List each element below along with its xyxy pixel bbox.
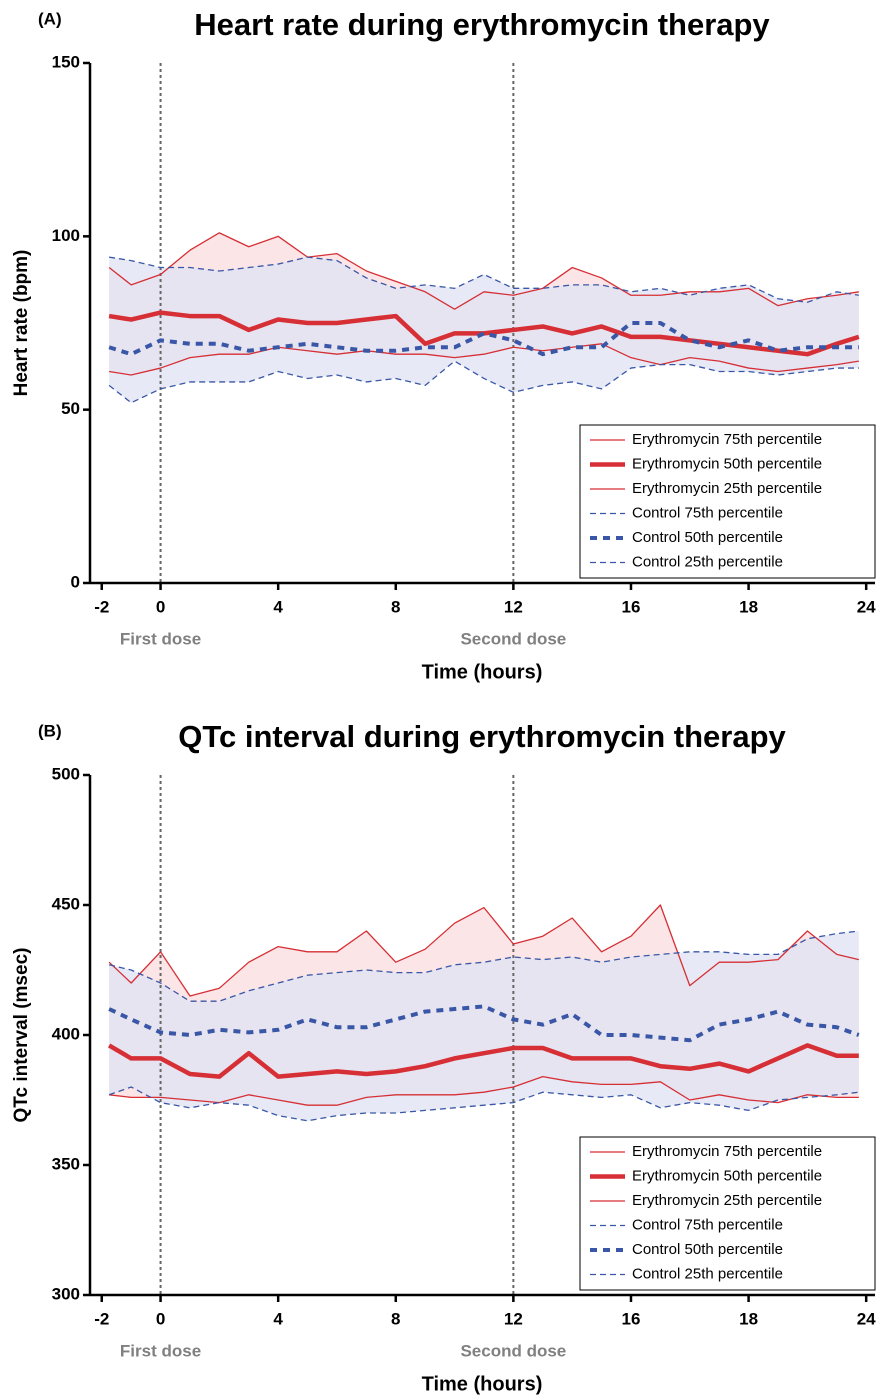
series-line (108, 232, 859, 310)
legend-label: Control 75th percentile (632, 1216, 783, 1233)
x-tick-label: 16 (622, 597, 641, 616)
legend-label: Control 50th percentile (632, 529, 783, 546)
y-tick-label: 150 (52, 52, 80, 71)
panel-label: (A) (38, 9, 62, 28)
legend-box (579, 424, 876, 579)
x-tick-label: 0 (156, 597, 165, 616)
dose-label: Second dose (460, 1341, 566, 1360)
y-tick-label: 300 (52, 1284, 80, 1303)
series-line (108, 360, 859, 404)
legend-label: Control 75th percentile (632, 504, 783, 521)
x-tick-label: 8 (391, 597, 400, 616)
legend-label: Control 25th percentile (632, 553, 783, 570)
series-line (108, 310, 860, 357)
panel-label: (B) (38, 721, 62, 740)
x-tick-label: 24 (857, 1309, 876, 1328)
series-line (108, 1004, 860, 1043)
x-tick-label: 4 (273, 597, 283, 616)
y-tick-label: 400 (52, 1024, 80, 1043)
panel: (A) Heart rate during erythromycin therap… (11, 7, 876, 683)
dose-label: First dose (120, 629, 201, 648)
legend-label: Erythromycin 75th percentile (632, 1143, 822, 1160)
x-tick-label: 16 (622, 1309, 641, 1328)
x-tick-label: 12 (504, 1309, 523, 1328)
series-line (109, 256, 859, 303)
legend-label: Erythromycin 25th percentile (632, 480, 822, 497)
x-tick-label: 18 (739, 1309, 758, 1328)
y-tick-label: 350 (52, 1154, 80, 1173)
series-line (108, 1086, 859, 1122)
y-tick-label: 500 (52, 764, 80, 783)
x-tick-label: -2 (94, 1309, 109, 1328)
panel: (B) QTc interval during erythromycin ther… (11, 719, 876, 1395)
x-tick-label: 24 (857, 597, 876, 616)
legend-label: Control 25th percentile (632, 1265, 783, 1282)
band (109, 257, 859, 403)
chart-title: Heart rate during erythromycin therapy (194, 7, 770, 42)
chart-title: QTc interval during erythromycin therapy (178, 719, 786, 754)
legend-label: Erythromycin 50th percentile (632, 455, 822, 472)
series-line (109, 343, 859, 376)
legend-label: Erythromycin 50th percentile (632, 1167, 822, 1184)
dose-label: Second dose (460, 629, 566, 648)
x-tick-label: 8 (391, 1309, 400, 1328)
x-axis-label: Time (hours) (422, 661, 543, 683)
x-tick-label: 4 (273, 1309, 283, 1328)
y-tick-label: 450 (52, 894, 80, 913)
x-tick-label: 12 (504, 597, 523, 616)
y-tick-label: 0 (71, 572, 80, 591)
x-tick-label: -2 (94, 597, 109, 616)
y-axis-label: QTc interval (msec) (11, 948, 32, 1123)
y-tick-label: 50 (61, 399, 80, 418)
series-line (108, 904, 859, 997)
legend-label: Erythromycin 75th percentile (632, 431, 822, 448)
series-line (109, 1075, 859, 1106)
legend-label: Control 50th percentile (632, 1241, 783, 1258)
series-line (108, 930, 859, 1002)
x-tick-label: 0 (156, 1309, 165, 1328)
series-line (107, 1043, 859, 1079)
y-axis-label: Heart rate (bpm) (11, 250, 32, 397)
x-tick-label: 18 (739, 597, 758, 616)
dose-label: First dose (120, 1341, 201, 1360)
legend-label: Erythromycin 25th percentile (632, 1192, 822, 1209)
x-axis-label: Time (hours) (422, 1373, 543, 1395)
y-tick-label: 100 (52, 226, 80, 245)
legend-box (579, 1136, 876, 1291)
